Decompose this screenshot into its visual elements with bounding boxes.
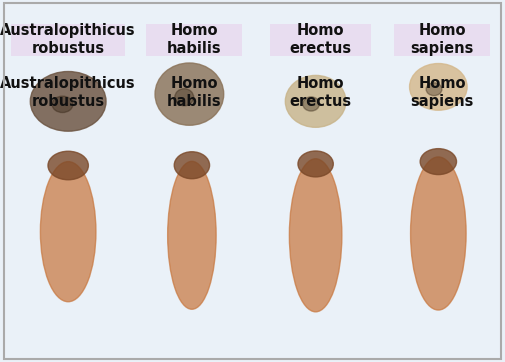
Bar	[12, 24, 125, 56]
Ellipse shape	[410, 63, 467, 110]
Ellipse shape	[175, 89, 194, 106]
Ellipse shape	[40, 161, 96, 302]
Ellipse shape	[52, 96, 73, 113]
Ellipse shape	[285, 75, 346, 127]
Text: Homo
habilis: Homo habilis	[167, 76, 222, 109]
Text: Homo
sapiens: Homo sapiens	[410, 76, 474, 109]
Text: Australopithicus
robustus: Australopithicus robustus	[1, 76, 136, 109]
Bar	[146, 24, 242, 56]
Bar	[394, 24, 490, 56]
Ellipse shape	[48, 151, 88, 180]
Ellipse shape	[174, 152, 210, 179]
Bar	[270, 24, 371, 56]
Ellipse shape	[168, 161, 216, 309]
Text: Australopithicus
robustus: Australopithicus robustus	[1, 23, 136, 56]
Text: Homo
erectus: Homo erectus	[289, 23, 352, 56]
Ellipse shape	[298, 151, 333, 177]
Text: Homo
sapiens: Homo sapiens	[410, 23, 474, 56]
Text: Homo
erectus: Homo erectus	[289, 76, 352, 109]
Ellipse shape	[420, 149, 457, 174]
Text: Homo
habilis: Homo habilis	[167, 23, 222, 56]
Ellipse shape	[426, 83, 442, 96]
Ellipse shape	[289, 159, 342, 312]
Ellipse shape	[155, 63, 224, 125]
Ellipse shape	[30, 72, 106, 131]
Ellipse shape	[411, 157, 466, 310]
Ellipse shape	[303, 97, 319, 111]
